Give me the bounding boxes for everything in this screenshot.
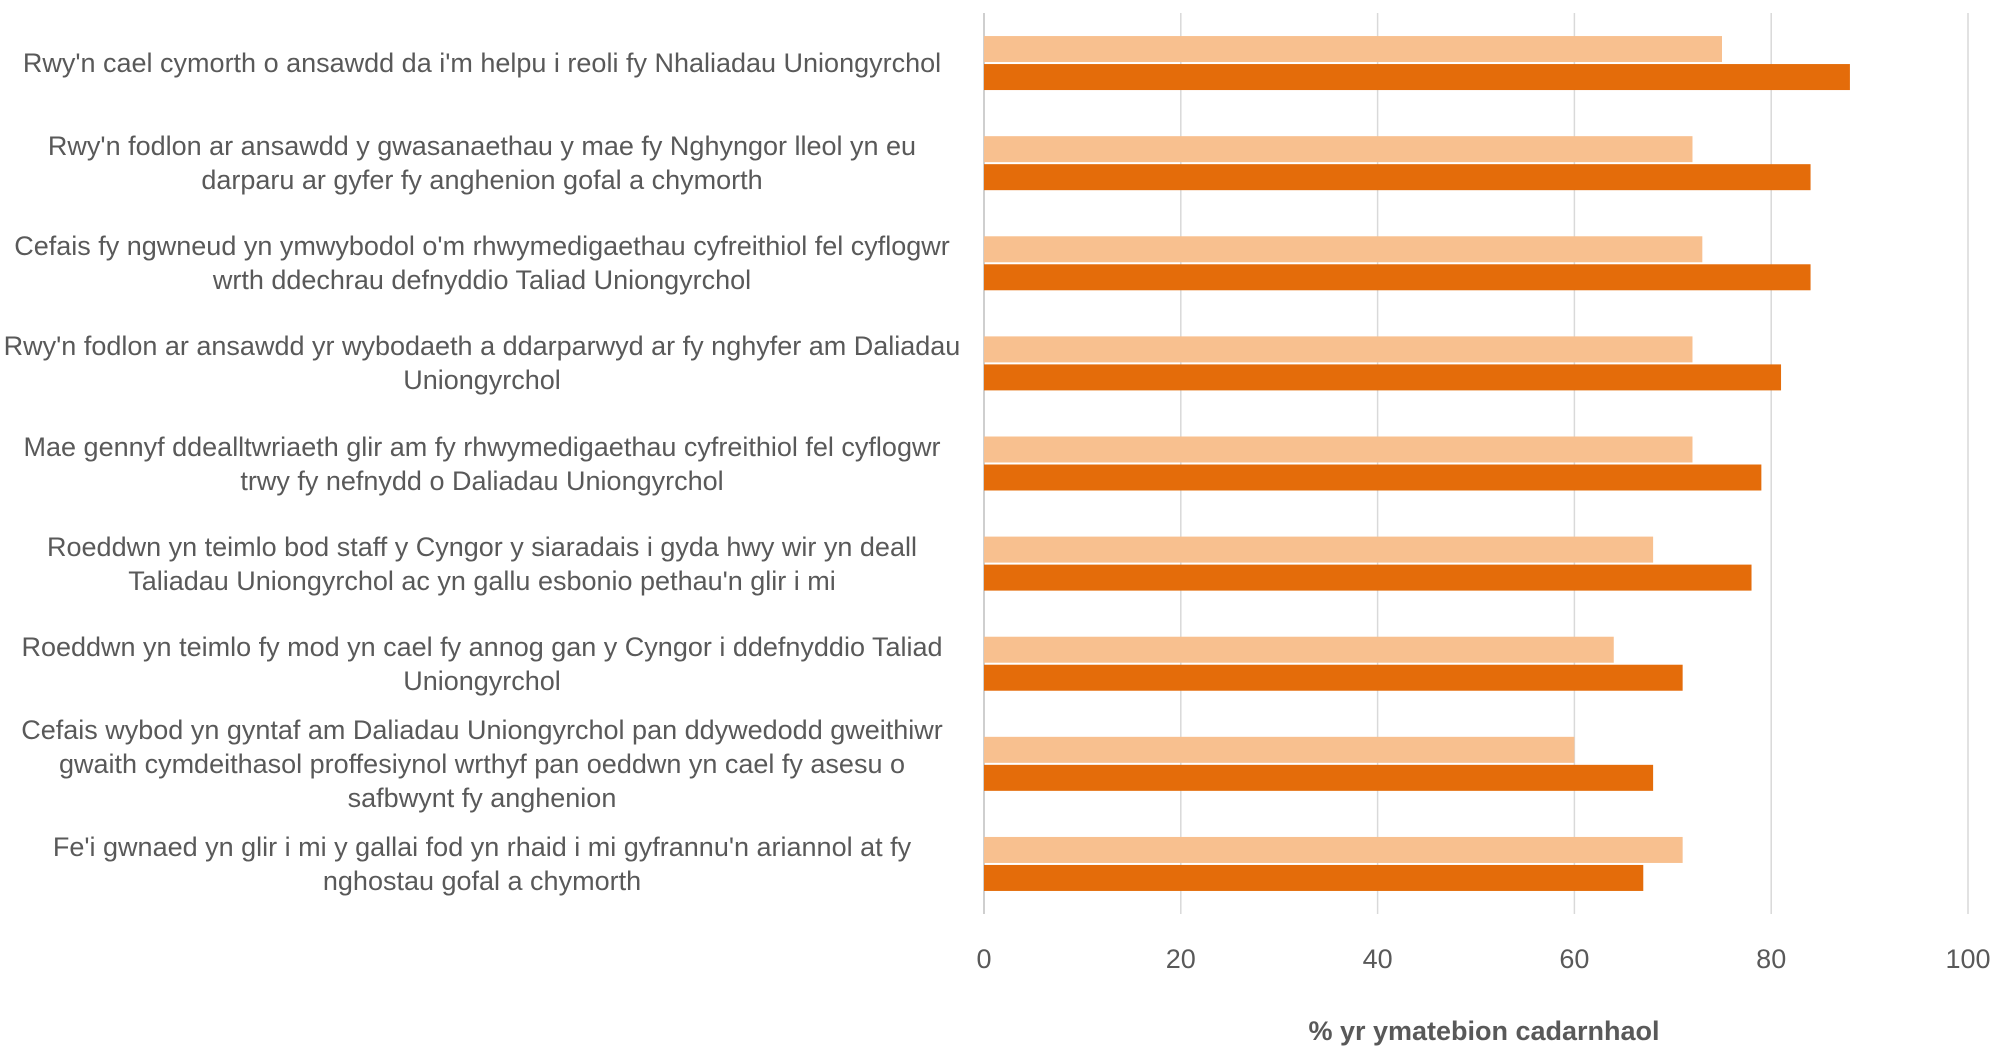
bar-series-1-category-9 <box>984 836 1683 863</box>
bar-series-2-category-3 <box>984 264 1811 291</box>
bar-series-2-category-8 <box>984 764 1654 791</box>
bar-series-1-category-5 <box>984 436 1693 463</box>
x-tick-label: 0 <box>976 944 991 974</box>
bar-series-2-category-7 <box>984 664 1683 691</box>
bar-series-1-category-2 <box>984 136 1693 163</box>
bar-series-2-category-6 <box>984 564 1752 591</box>
bar-series-2-category-1 <box>984 64 1850 91</box>
bar-series-2-category-2 <box>984 164 1811 191</box>
gridlines <box>983 13 1969 914</box>
category-label: Cefais fy ngwneud yn ymwybodol o'm rhwym… <box>14 231 950 296</box>
bar-series-1-category-4 <box>984 336 1693 363</box>
bar-series-2-category-5 <box>984 464 1762 491</box>
x-tick-label: 20 <box>1166 944 1196 974</box>
bar-series-1-category-6 <box>984 536 1654 563</box>
bars <box>984 36 1850 891</box>
x-tick-label: 40 <box>1363 944 1393 974</box>
category-label: Roeddwn yn teimlo fy mod yn cael fy anno… <box>21 631 943 696</box>
bar-series-1-category-7 <box>984 636 1614 663</box>
category-label: Fe'i gwnaed yn glir i mi y gallai fod yn… <box>52 831 912 896</box>
bar-series-1-category-3 <box>984 236 1703 263</box>
x-tick-label: 100 <box>1945 944 1990 974</box>
x-axis-title: % yr ymatebion cadarnhaol <box>1308 1016 1660 1046</box>
x-tick-label: 60 <box>1559 944 1589 974</box>
bar-series-1-category-8 <box>984 736 1575 763</box>
category-label: Rwy'n fodlon ar ansawdd y gwasanaethau y… <box>47 131 917 196</box>
x-axis-ticks: 0 20 40 60 80 100 <box>976 944 1990 974</box>
bar-series-2-category-9 <box>984 864 1644 891</box>
x-tick-label: 80 <box>1756 944 1786 974</box>
bar-series-2-category-4 <box>984 364 1782 391</box>
category-label: Mae gennyf ddealltwriaeth glir am fy rhw… <box>23 431 941 496</box>
category-label: Cefais wybod yn gyntaf am Daliadau Union… <box>21 714 943 813</box>
category-label: Roeddwn yn teimlo bod staff y Cyngor y s… <box>47 531 917 596</box>
category-label: Rwy'n cael cymorth o ansawdd da i'm help… <box>22 48 942 79</box>
category-label: Rwy'n fodlon ar ansawdd yr wybodaeth a d… <box>3 331 961 396</box>
bar-series-1-category-1 <box>984 36 1722 63</box>
